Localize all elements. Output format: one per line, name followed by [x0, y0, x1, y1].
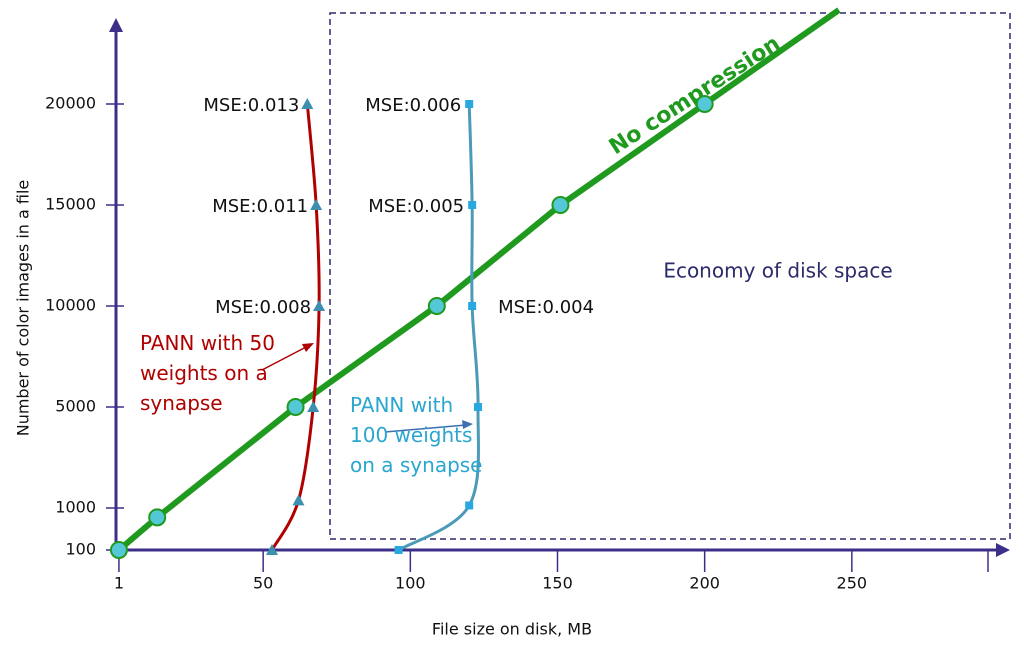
marker: [468, 201, 477, 209]
marker: [292, 494, 305, 506]
y-tick-label: 10000: [45, 296, 96, 315]
marker: [310, 199, 323, 210]
y-tick-label: 1000: [55, 498, 96, 517]
y-arrow: [109, 18, 123, 32]
marker: [313, 300, 326, 311]
y-tick-label: 5000: [55, 397, 96, 416]
x-arrow: [996, 543, 1010, 557]
arrow-head: [302, 343, 314, 352]
marker: [695, 95, 714, 113]
marker: [465, 100, 474, 108]
x-tick-label: 1: [114, 574, 124, 593]
x-axis-title: File size on disk, MB: [432, 620, 592, 639]
marker: [465, 501, 474, 510]
series-line: [116, 101, 707, 553]
point-label: MSE:0.005: [368, 196, 464, 217]
point-label: MSE:0.004: [498, 297, 594, 318]
marker: [427, 297, 446, 315]
marker: [148, 508, 167, 527]
x-tick-label: 250: [837, 574, 868, 593]
y-tick-label: 100: [65, 540, 96, 559]
arrow: [384, 424, 467, 433]
marker: [474, 403, 483, 411]
x-tick-label: 200: [689, 574, 720, 593]
point-label: MSE:0.013: [203, 95, 299, 116]
no-compression-label: No compression: [605, 31, 785, 160]
marker: [286, 398, 305, 416]
marker: [307, 401, 320, 412]
line-extension: [702, 7, 841, 107]
arrow: [261, 345, 309, 371]
economy-box: [329, 12, 1011, 540]
x-tick-label: 100: [395, 574, 426, 593]
series-label: PANN with 100 weights on a synapse: [350, 393, 483, 477]
point-label: MSE:0.008: [215, 297, 311, 318]
marker: [301, 98, 314, 109]
series-label: PANN with 50 weights on a synapse: [140, 331, 275, 415]
series-line: [270, 103, 321, 551]
x-tick-label: 150: [542, 574, 573, 593]
point-label: MSE:0.011: [212, 196, 308, 217]
y-tick-label: 15000: [45, 195, 96, 214]
y-axis-title: Number of color images in a file: [14, 180, 33, 437]
marker: [394, 546, 403, 554]
economy-label: Economy of disk space: [663, 259, 892, 283]
arrow-head: [462, 420, 473, 429]
marker: [551, 196, 570, 214]
marker: [265, 544, 278, 555]
y-tick-label: 20000: [45, 94, 96, 113]
marker: [468, 302, 477, 310]
x-tick-label: 50: [253, 574, 273, 593]
marker: [109, 541, 128, 559]
point-label: MSE:0.006: [365, 95, 461, 116]
